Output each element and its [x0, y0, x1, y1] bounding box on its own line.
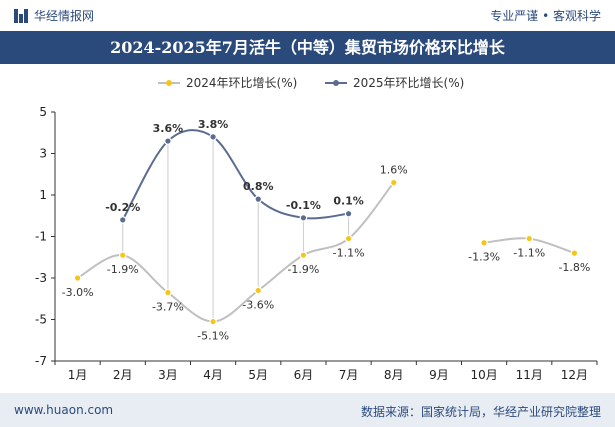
s2024-data-label: -1.1%: [333, 247, 365, 260]
x-tick-label: 1月: [68, 368, 88, 382]
footer-site: www.huaon.com: [14, 403, 114, 417]
s2024-point: [254, 286, 263, 295]
s2024-data-label: -1.8%: [558, 261, 590, 274]
chart-title: 2024-2025年7月活牛（中等）集贸市场价格环比增长: [0, 31, 615, 64]
s2024-point: [299, 251, 308, 259]
s2025-point: [164, 137, 172, 145]
y-tick-label: -5: [35, 313, 47, 327]
x-tick-label: 3月: [158, 368, 178, 382]
legend-2025-label: 2025年环比增长(%): [353, 76, 464, 90]
s2025-data-label: -0.2%: [105, 201, 140, 214]
s2024-data-label: -3.6%: [242, 298, 274, 311]
s2025-point: [118, 216, 127, 224]
s2024-point: [73, 274, 82, 282]
y-tick-label: -7: [35, 354, 47, 368]
footer-source: 数据来源：国家统计局，华经产业研究院整理: [360, 405, 601, 419]
legend-2024-marker: [166, 80, 172, 86]
top-bar: 华经情报网 专业严谨 • 客观科学: [0, 0, 615, 30]
brand-name: 华经情报网: [34, 9, 95, 23]
s2025-point: [254, 195, 263, 203]
legend-2025-marker: [333, 80, 339, 86]
legend-2024-label: 2024年环比增长(%): [186, 76, 297, 90]
s2025-data-label: 3.6%: [153, 122, 184, 135]
s2024-data-label: 1.6%: [380, 164, 408, 177]
x-tick-label: 2月: [113, 368, 133, 382]
s2024-point: [389, 178, 398, 187]
s2025-data-label: 0.8%: [243, 180, 274, 193]
x-tick-label: 8月: [384, 368, 404, 382]
s2024-data-label: -1.1%: [513, 247, 545, 260]
x-tick-label: 5月: [248, 368, 268, 382]
s2024-data-label: -1.3%: [468, 251, 500, 264]
y-tick-label: -3: [35, 271, 47, 285]
s2024-data-label: -1.9%: [287, 263, 319, 276]
footer: www.huaon.com 数据来源：国家统计局，华经产业研究院整理: [0, 393, 615, 427]
x-tick-label: 6月: [294, 368, 314, 382]
s2025-data-label: 0.1%: [333, 195, 364, 208]
s2024-point: [480, 238, 488, 247]
y-tick-label: 5: [39, 105, 47, 119]
s2025-point: [209, 133, 217, 141]
x-tick-label: 7月: [339, 368, 359, 382]
x-tick-label: 9月: [429, 368, 449, 382]
s2024-point: [118, 251, 127, 259]
s2025-point: [299, 214, 308, 222]
y-tick-label: 3: [39, 147, 47, 161]
y-tick-label: -1: [35, 230, 47, 244]
slogan: 专业严谨 • 客观科学: [490, 9, 601, 23]
brand-logo-icon: [14, 8, 28, 23]
s2025-data-label: 3.8%: [198, 118, 229, 131]
line-chart: -7 -5 -3 -1 1 3 5 1月 2月 3月 4月 5月 6月 7月 8月 9月 10月 11月 12月 -3…: [35, 76, 598, 382]
s2024-point: [164, 288, 172, 297]
x-tick-label: 4月: [203, 368, 223, 382]
s2024-data-label: -3.7%: [152, 301, 184, 314]
x-tick-label: 11月: [516, 368, 543, 382]
s2024-point: [570, 249, 579, 257]
s2024-point: [344, 234, 353, 243]
s2024-data-label: -3.0%: [62, 286, 94, 299]
y-tick-label: 1: [39, 188, 47, 202]
brand: 华经情报网: [14, 7, 94, 24]
s2024-data-label: -5.1%: [197, 330, 229, 343]
s2025-point: [344, 209, 353, 218]
s2024-point: [525, 234, 534, 243]
x-tick-label: 10月: [470, 368, 497, 382]
s2024-data-label: -1.9%: [107, 263, 139, 276]
s2025-data-label: -0.1%: [286, 199, 321, 212]
s2024-point: [209, 317, 217, 326]
x-tick-label: 12月: [561, 368, 588, 382]
